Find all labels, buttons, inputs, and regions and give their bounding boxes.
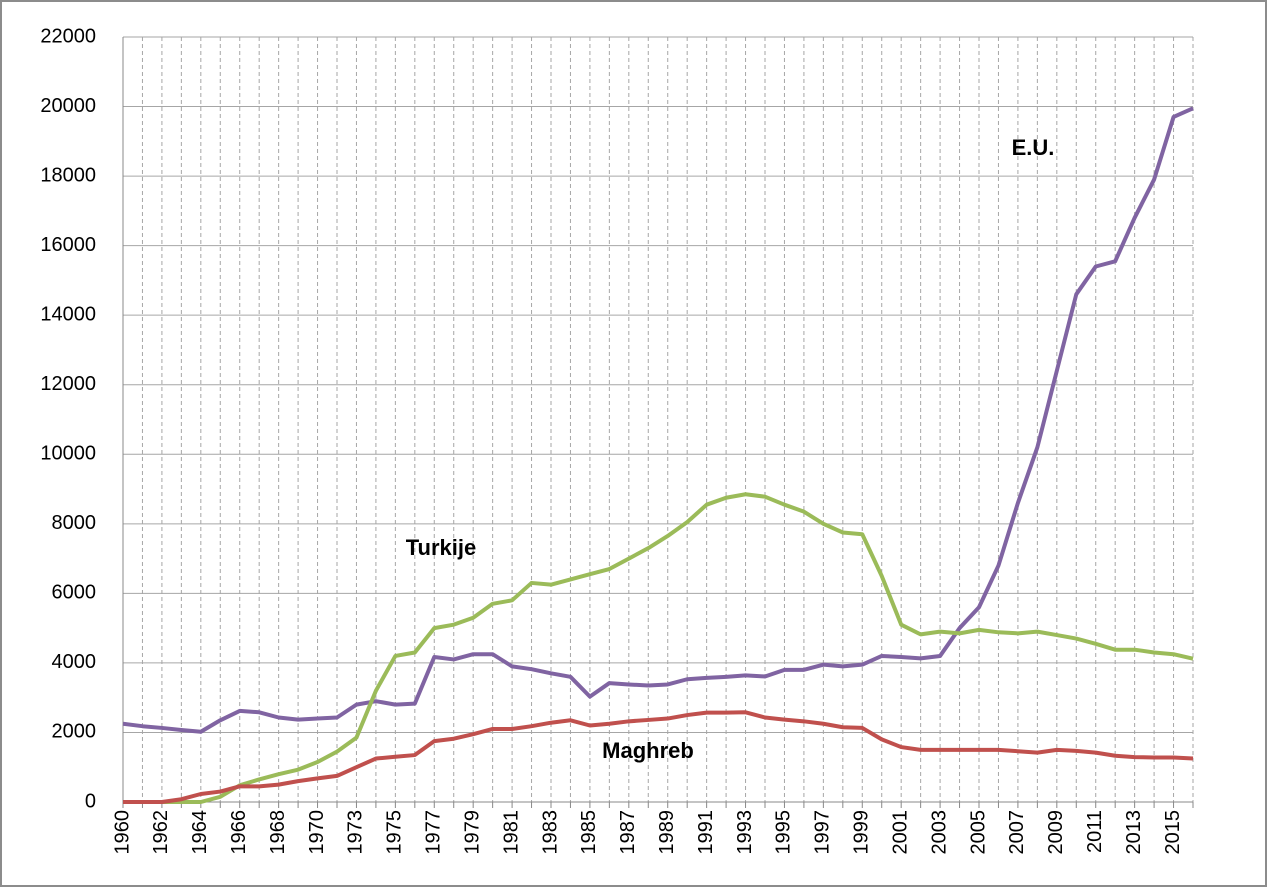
series-label: E.U. [1012, 135, 1055, 160]
x-tick-label: 1964 [189, 810, 211, 855]
x-tick-label: 2005 [967, 810, 989, 855]
x-tick-label: 1966 [228, 810, 250, 855]
y-tick-label: 14000 [40, 303, 96, 325]
x-tick-label: 2011 [1084, 810, 1106, 853]
series-label: Turkije [406, 535, 477, 560]
y-tick-label: 2000 [52, 721, 97, 743]
x-tick-label: 1993 [734, 810, 756, 855]
x-tick-label: 1991 [695, 810, 717, 855]
x-tick-label: 1995 [773, 810, 795, 855]
y-tick-label: 20000 [40, 95, 96, 117]
y-tick-label: 12000 [40, 373, 96, 395]
x-tick-label: 1979 [461, 810, 483, 855]
x-tick-label: 1997 [812, 810, 834, 855]
x-tick-label: 2003 [928, 810, 950, 855]
x-tick-label: 1977 [423, 810, 445, 855]
x-tick-label: 1981 [500, 810, 522, 855]
x-tick-label: 1973 [345, 810, 367, 855]
y-tick-label: 18000 [40, 164, 96, 186]
y-tick-label: 10000 [40, 443, 96, 465]
x-tick-label: 1970 [306, 810, 328, 855]
x-tick-label: 1999 [851, 810, 873, 855]
x-tick-label: 1960 [111, 810, 133, 855]
series-label: Maghreb [602, 738, 694, 763]
x-tick-label: 1962 [150, 810, 172, 855]
x-tick-label: 1968 [267, 810, 289, 855]
series-line [123, 710, 1194, 804]
x-tick-label: 2015 [1162, 810, 1184, 855]
y-tick-label: 8000 [52, 512, 97, 534]
x-tick-label: 2007 [1006, 810, 1028, 855]
y-tick-label: 0 [85, 790, 96, 812]
x-tick-label: 1989 [656, 810, 678, 855]
x-tick-label: 1985 [578, 810, 600, 855]
y-tick-label: 6000 [52, 582, 97, 604]
y-tick-label: 16000 [40, 234, 96, 256]
series-line [122, 106, 1194, 734]
series-line [123, 492, 1194, 804]
x-tick-label: 1975 [384, 810, 406, 855]
y-tick-label: 22000 [40, 25, 96, 47]
x-tick-label: 1987 [617, 810, 639, 855]
x-tick-label: 2013 [1123, 810, 1145, 855]
x-tick-label: 1983 [539, 810, 561, 855]
x-tick-label: 2009 [1045, 810, 1067, 855]
y-tick-label: 4000 [52, 651, 97, 673]
x-tick-label: 2001 [889, 810, 911, 855]
